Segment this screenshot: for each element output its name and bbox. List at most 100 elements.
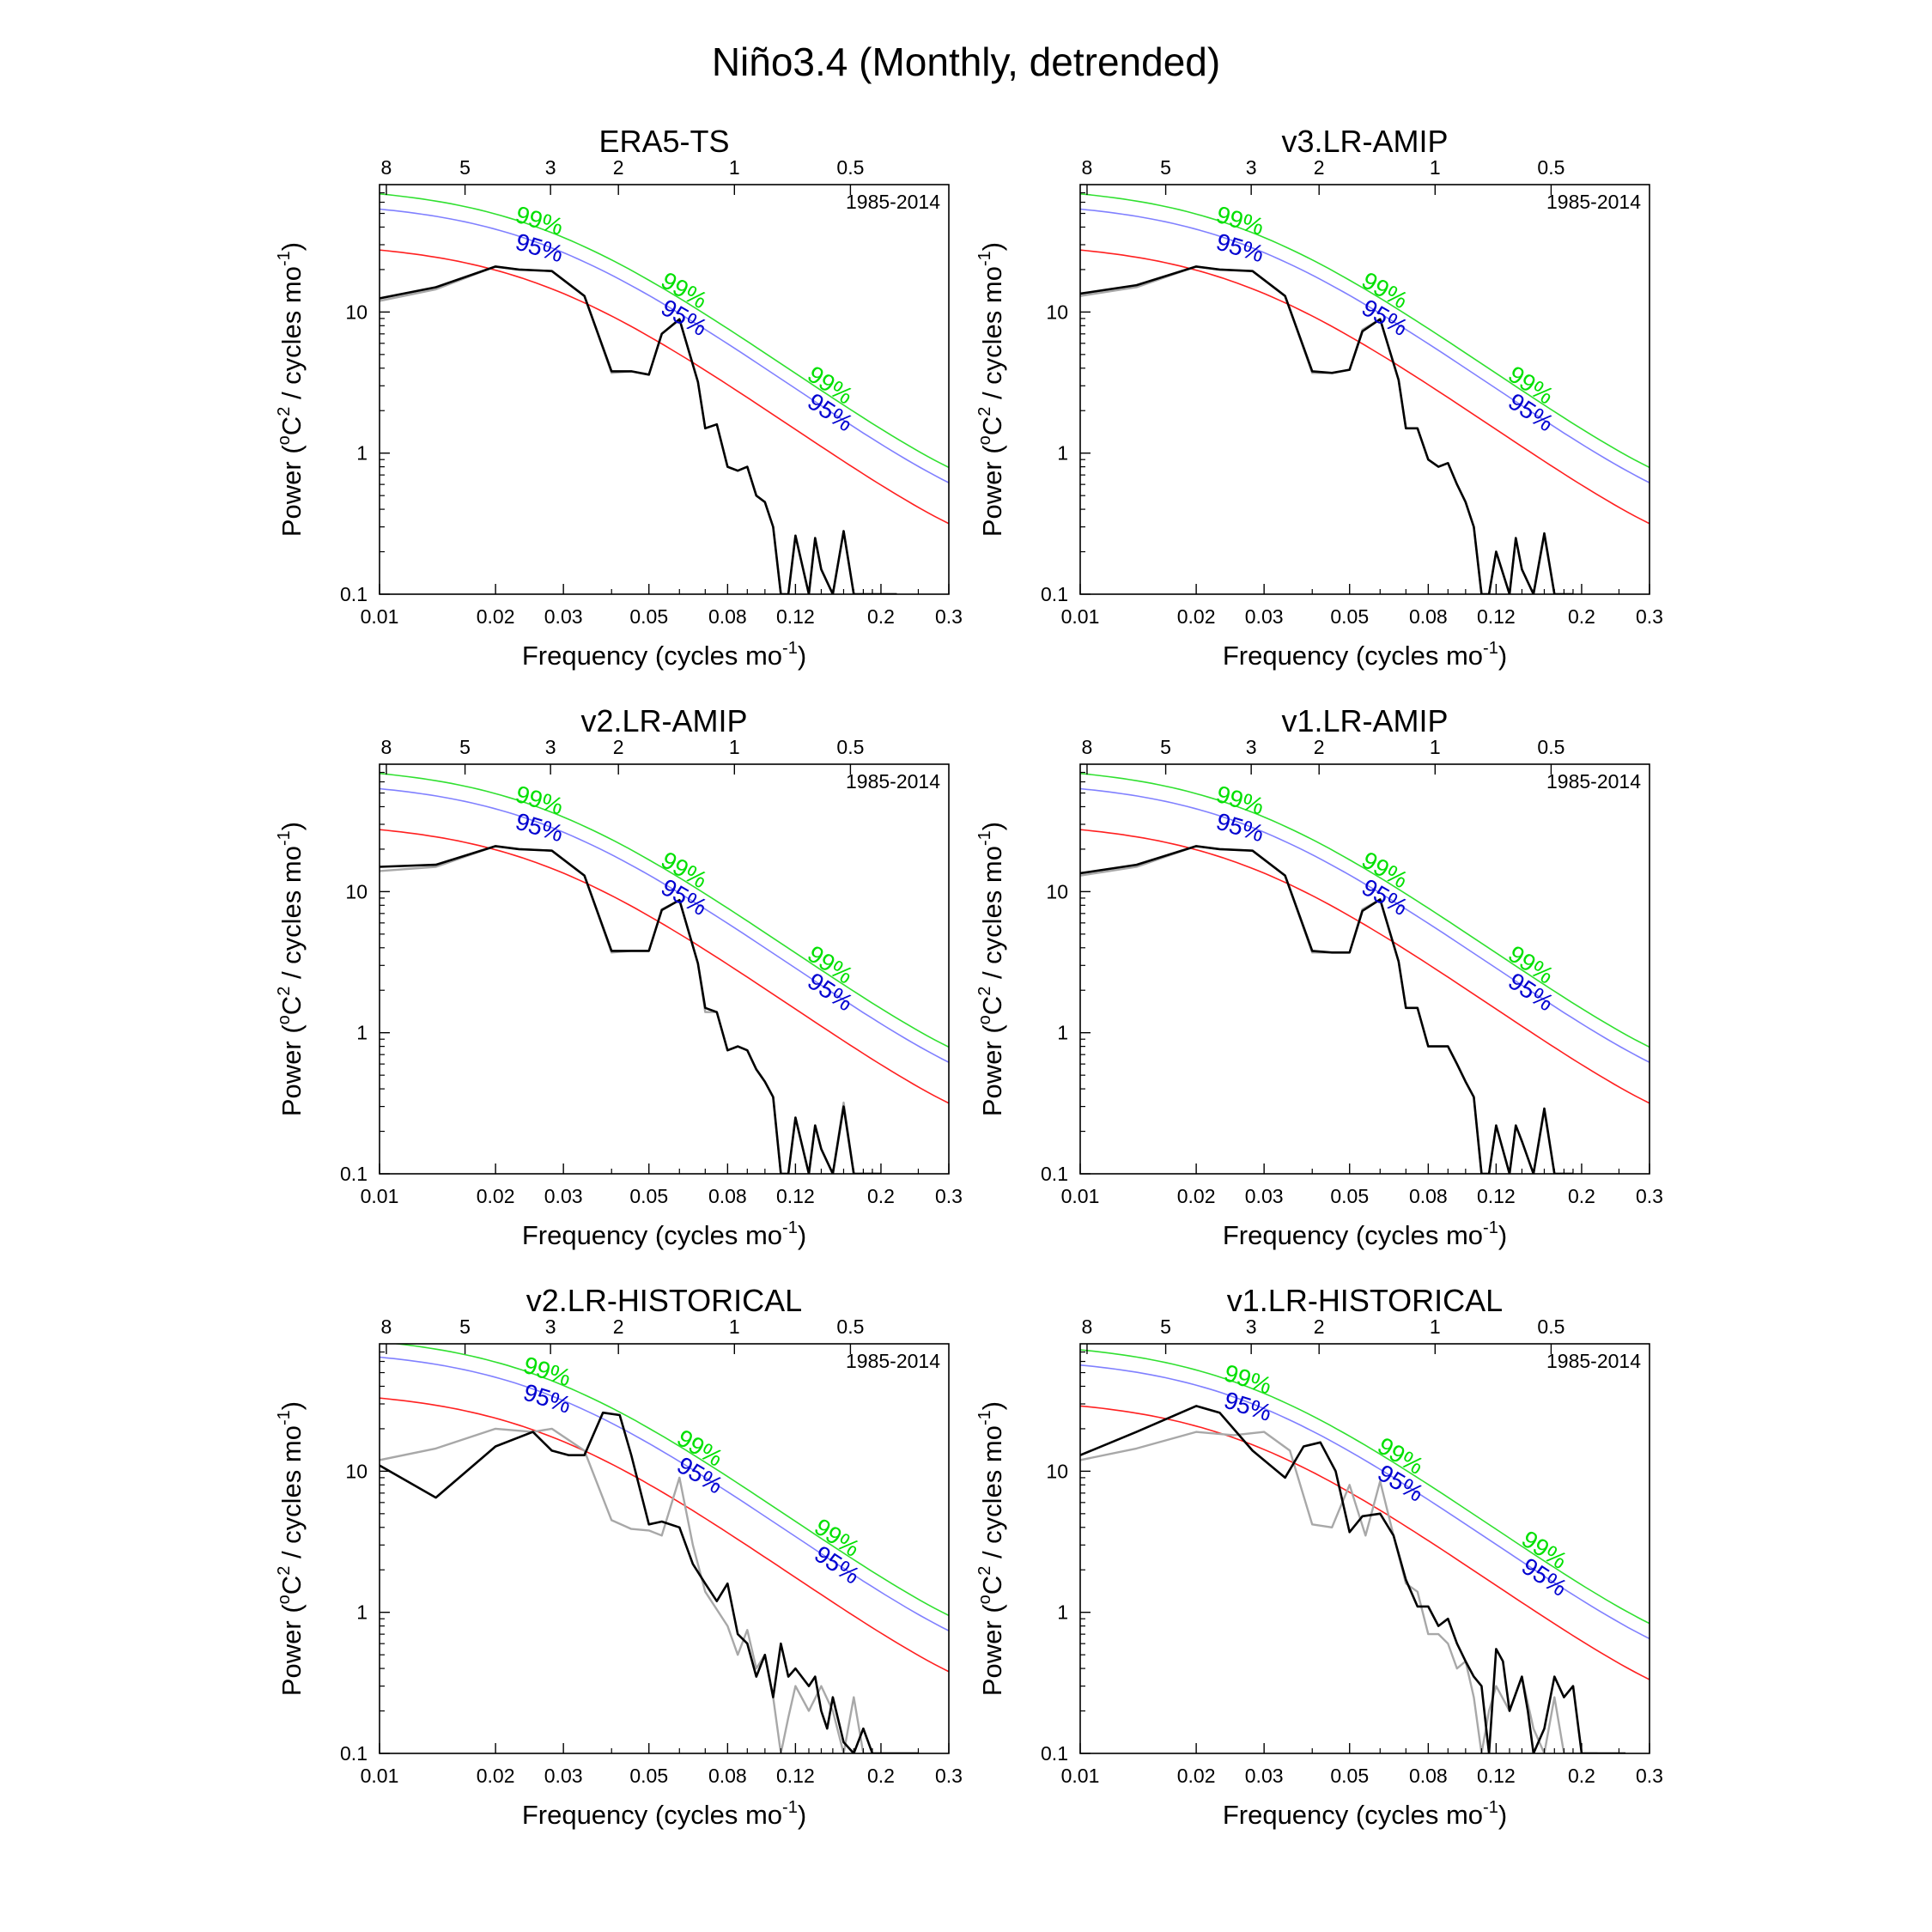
plot-area xyxy=(380,773,949,1174)
x-tick-label: 0.2 xyxy=(1568,1765,1595,1787)
spectrum-line xyxy=(380,265,897,594)
x-tick-label: 0.12 xyxy=(1477,1765,1516,1787)
red-noise-curve xyxy=(1080,249,1649,525)
significance-99-curve xyxy=(380,773,949,1048)
y-tick-label: 1 xyxy=(356,442,368,465)
x-tick-label: 0.01 xyxy=(1061,605,1100,628)
x-tick-label: 0.02 xyxy=(1177,1185,1216,1207)
period-label: 1985-2014 xyxy=(846,191,940,213)
period-tick-label: 5 xyxy=(1160,736,1171,758)
spectrum-line xyxy=(380,265,897,594)
period-tick-label: 2 xyxy=(613,156,624,179)
plot-frame xyxy=(1079,1343,1650,1754)
period-label: 1985-2014 xyxy=(846,1350,940,1372)
period-tick-label: 0.5 xyxy=(1537,736,1564,758)
period-tick-label: 1 xyxy=(1430,1315,1441,1338)
x-tick-label: 0.02 xyxy=(1177,1765,1216,1787)
significance-99-curve xyxy=(1080,193,1649,469)
x-tick-label: 0.12 xyxy=(1477,605,1516,628)
x-tick-label: 0.08 xyxy=(1409,605,1448,628)
period-tick-label: 2 xyxy=(613,736,624,758)
spectrum-line xyxy=(380,1427,919,1753)
y-tick-label: 1 xyxy=(1057,1022,1068,1044)
spectrum-line xyxy=(1080,1405,1626,1753)
y-axis-label: Power (oC2 / cycles mo-1) xyxy=(275,1401,307,1696)
plot-frame xyxy=(379,1343,950,1754)
x-tick-label: 0.01 xyxy=(1061,1765,1100,1787)
y-axis-label: Power (oC2 / cycles mo-1) xyxy=(975,822,1007,1116)
significance-99-curve xyxy=(391,1344,949,1617)
x-tick-label: 0.05 xyxy=(629,1765,668,1787)
significance-95-curve xyxy=(380,787,949,1063)
y-tick-label: 0.1 xyxy=(340,1742,368,1765)
period-tick-label: 5 xyxy=(459,156,471,179)
x-tick-label: 0.2 xyxy=(1568,1185,1595,1207)
x-tick-label: 0.05 xyxy=(1330,1185,1369,1207)
spectrum-panel: v1.LR-HISTORICAL99%95%99%95%99%95%1985-2… xyxy=(975,1283,1663,1830)
period-tick-label: 0.5 xyxy=(836,156,864,179)
panel-title: v3.LR-AMIP xyxy=(1281,124,1448,159)
period-tick-label: 0.5 xyxy=(1537,1315,1564,1338)
period-tick-label: 0.5 xyxy=(836,1315,864,1338)
y-tick-label: 0.1 xyxy=(1041,1742,1068,1765)
y-tick-label: 0.1 xyxy=(1041,1163,1068,1185)
spectrum-line xyxy=(380,845,881,1174)
spectrum-line xyxy=(380,1411,919,1753)
x-tick-label: 0.12 xyxy=(776,605,815,628)
period-tick-label: 5 xyxy=(459,1315,471,1338)
period-tick-label: 2 xyxy=(1314,1315,1325,1338)
x-tick-label: 0.2 xyxy=(867,1185,895,1207)
x-tick-label: 0.3 xyxy=(935,605,963,628)
red-noise-curve xyxy=(380,1397,949,1673)
panel-title: v2.LR-AMIP xyxy=(580,703,747,738)
period-tick-label: 8 xyxy=(381,156,392,179)
x-tick-label: 0.02 xyxy=(477,1185,515,1207)
y-axis-label: Power (oC2 / cycles mo-1) xyxy=(975,1401,1007,1696)
red-noise-curve xyxy=(380,829,949,1104)
y-axis-label: Power (oC2 / cycles mo-1) xyxy=(275,242,307,537)
plot-frame xyxy=(379,763,950,1175)
period-tick-label: 1 xyxy=(729,736,740,758)
period-tick-label: 3 xyxy=(545,736,556,758)
spectrum-line xyxy=(1080,845,1573,1174)
panel-title: v2.LR-HISTORICAL xyxy=(526,1283,802,1318)
period-tick-label: 8 xyxy=(381,736,392,758)
y-tick-label: 1 xyxy=(356,1601,368,1624)
significance-99-curve xyxy=(1080,1349,1649,1625)
plot-area xyxy=(1080,773,1649,1174)
x-tick-label: 0.01 xyxy=(361,1185,399,1207)
period-label: 1985-2014 xyxy=(1546,770,1641,793)
red-noise-curve xyxy=(1080,829,1649,1104)
plot-area xyxy=(380,193,949,594)
y-axis-label: Power (oC2 / cycles mo-1) xyxy=(275,822,307,1116)
x-tick-label: 0.03 xyxy=(1245,1185,1284,1207)
y-tick-label: 10 xyxy=(1046,301,1068,323)
period-tick-label: 1 xyxy=(729,156,740,179)
y-tick-label: 1 xyxy=(356,1022,368,1044)
x-tick-label: 0.03 xyxy=(1245,605,1284,628)
x-tick-label: 0.2 xyxy=(867,605,895,628)
plot-frame xyxy=(1079,763,1650,1175)
x-tick-label: 0.3 xyxy=(1636,605,1663,628)
period-tick-label: 3 xyxy=(1246,156,1257,179)
spectrum-panel: v2.LR-HISTORICAL99%95%99%95%99%95%1985-2… xyxy=(275,1283,963,1830)
x-tick-label: 0.05 xyxy=(629,1185,668,1207)
period-tick-label: 8 xyxy=(1082,156,1093,179)
x-tick-label: 0.12 xyxy=(1477,1185,1516,1207)
panel-title: v1.LR-HISTORICAL xyxy=(1227,1283,1503,1318)
plot-frame xyxy=(1079,184,1650,595)
period-tick-label: 8 xyxy=(381,1315,392,1338)
plot-area xyxy=(380,1344,949,1753)
x-tick-label: 0.12 xyxy=(776,1185,815,1207)
plot-area xyxy=(1080,1349,1649,1753)
x-tick-label: 0.01 xyxy=(361,1765,399,1787)
y-axis-label: Power (oC2 / cycles mo-1) xyxy=(975,242,1007,537)
x-tick-label: 0.02 xyxy=(477,1765,515,1787)
x-tick-label: 0.2 xyxy=(1568,605,1595,628)
period-tick-label: 2 xyxy=(1314,736,1325,758)
significance-95-curve xyxy=(380,208,949,483)
x-tick-label: 0.3 xyxy=(1636,1185,1663,1207)
spectrum-panel: v1.LR-AMIP99%95%99%95%99%95%1985-20140.0… xyxy=(975,703,1663,1250)
y-tick-label: 1 xyxy=(1057,1601,1068,1624)
